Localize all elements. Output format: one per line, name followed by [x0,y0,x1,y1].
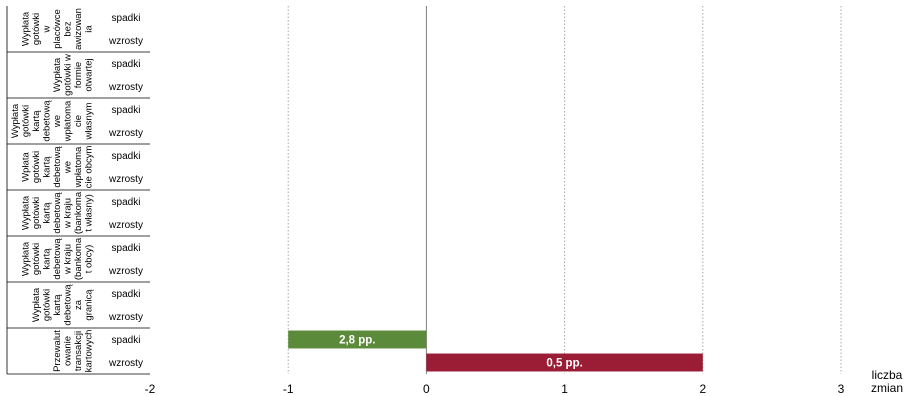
x-unit-label: zmian [871,381,903,395]
category-label-line: debetową [52,238,63,280]
category-label-line: Wypłata [21,11,32,46]
bar-wzrosty [426,353,703,372]
category-label-line: kartą [42,248,53,270]
sub-category-label: wzrosty [108,312,143,323]
data-label: 0,5 pp. [546,358,582,370]
category-label-line: otwartej [84,58,95,91]
sub-category-label: wzrosty [108,266,143,277]
sub-category-label: spadki [112,243,141,254]
category-label-line: wpłatoma [63,100,74,142]
category-label-line: cie obcym [84,146,95,189]
sub-category-label: spadki [112,289,141,300]
x-unit-label: liczba [872,368,903,382]
category-label-line: Wypłata [52,57,63,92]
category-label-line: za [73,299,84,310]
category-label-line: awizowan [73,8,84,50]
category-label-line: Przewalut [52,330,63,372]
category-label-line: we [63,161,74,174]
category-label-line: kartą [31,110,42,132]
x-tick-label: -1 [283,382,294,396]
category-label-line: Wpłata [21,152,32,182]
category-label-line: gotówki [21,105,32,137]
category-label-line: debetową [63,284,74,326]
category-label-line: t własny) [84,194,95,231]
category-label-line: gotówki w [63,54,74,96]
category-label-line: owanie [63,336,74,366]
category-label-line: kartą [42,156,53,178]
category-label-line: gotówki [31,197,42,229]
sub-category-label: wzrosty [108,358,143,369]
category-label-line: kartą [42,202,53,224]
category-label-line: bez [63,21,74,37]
category-label-line: debetową [52,192,63,234]
category-label-line: kartą [52,294,63,316]
category-label-line: debetową [52,146,63,188]
category-label: Wpłata gotówki kartą debetową we wpłatoma cie … [21,146,95,189]
category-label-line: wpłatoma [73,146,84,188]
category-label: Wypłata gotówki kartą debetową w kraju (banko… [21,191,95,234]
sub-category-label: wzrosty [108,128,143,139]
category-label-line: transakcji [73,331,84,371]
sub-category-label: spadki [112,151,141,162]
sub-category-label: wzrosty [108,36,143,47]
category-label-line: własnym [84,102,95,140]
x-tick-label: 1 [561,382,568,396]
category-label: Przewalut owanie transakcji kartowych [52,330,95,373]
category-label-line: gotówki [42,289,53,321]
category-label-line: cie [73,115,84,127]
x-tick-label: 2 [699,382,706,396]
bar-spadki [288,330,427,349]
sub-category-label: spadki [112,335,141,346]
category-label: Wypłata gotówki kartą debetową we wpłatoma cie… [10,100,95,143]
sub-category-label: wzrosty [108,82,143,93]
category-label-line: ia [84,25,95,33]
category-label-line: Wypłata [31,287,42,322]
data-label: 2,8 pp. [339,335,375,347]
category-label-line: w kraju [63,244,74,275]
category-label: Wypłata gotówki w formie otwartej [52,54,95,96]
category-label-line: w [42,25,53,33]
sub-category-label: spadki [112,105,141,116]
category-label-line: (bankoma [73,237,84,280]
category-label-line: Wypłata [10,103,21,138]
category-label-line: Wypłata [21,195,32,230]
category-label-line: gotówki [31,243,42,275]
category-label: Wypłata gotówki kartą debetową w kraju (banko… [21,237,95,280]
category-label-line: gotówki [31,13,42,45]
category-label-line: Wypłata [21,241,32,276]
x-tick-label: -2 [145,382,156,396]
category-label-line: t obcy) [84,245,95,274]
category-label-line: kartowych [84,330,95,373]
category-label-line: (bankoma [73,191,84,234]
category-label-line: we [52,115,63,128]
category-label: Wypłata gotówki kartą debetową za granicą [31,284,95,326]
sub-category-label: spadki [112,197,141,208]
category-label-line: w kraju [63,198,74,229]
category-label-line: gotówki [31,151,42,183]
category-label-line: debetową [42,100,53,142]
category-label-line: formie [73,62,84,88]
x-tick-label: 3 [838,382,845,396]
category-label: Wypłata gotówki w placówce bez awizowan ia [21,8,95,50]
sub-category-label: wzrosty [108,174,143,185]
sub-category-label: spadki [112,13,141,24]
category-label-line: granicą [84,289,95,321]
sub-category-label: wzrosty [108,220,143,231]
x-tick-label: 0 [423,382,430,396]
category-label-line: placówce [52,9,63,49]
sub-category-label: spadki [112,59,141,70]
